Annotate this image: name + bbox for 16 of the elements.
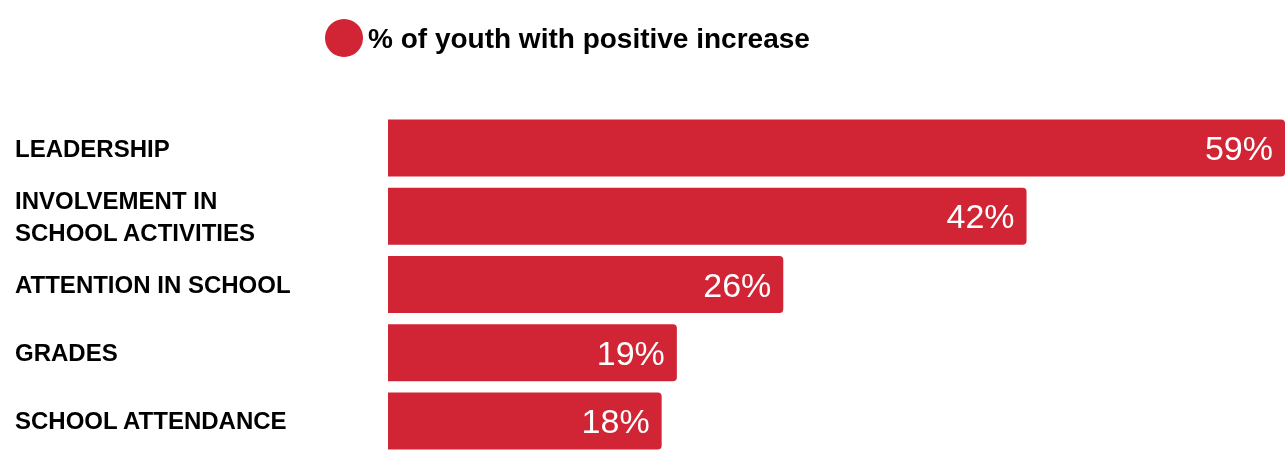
data-label: 59%: [1204, 129, 1273, 168]
bar: [388, 392, 662, 450]
bar: [388, 256, 784, 313]
y-tick-label: INVOLVEMENT IN SCHOOL ACTIVITIES: [15, 186, 256, 246]
y-tick-label: SCHOOL ATTENDANCE: [15, 407, 287, 435]
data-label: 19%: [596, 333, 665, 372]
legend-label: % of youth with positive increase: [368, 22, 810, 54]
bar: [388, 119, 1285, 177]
data-label: 42%: [946, 197, 1015, 236]
bar: [388, 187, 1027, 245]
bar: [388, 324, 677, 382]
data-label: 18%: [581, 401, 650, 440]
y-tick-label: LEADERSHIP: [15, 134, 170, 162]
data-label: 26%: [703, 265, 772, 304]
y-tick-label: ATTENTION IN SCHOOL: [15, 271, 291, 298]
y-tick-label: GRADES: [15, 339, 118, 367]
